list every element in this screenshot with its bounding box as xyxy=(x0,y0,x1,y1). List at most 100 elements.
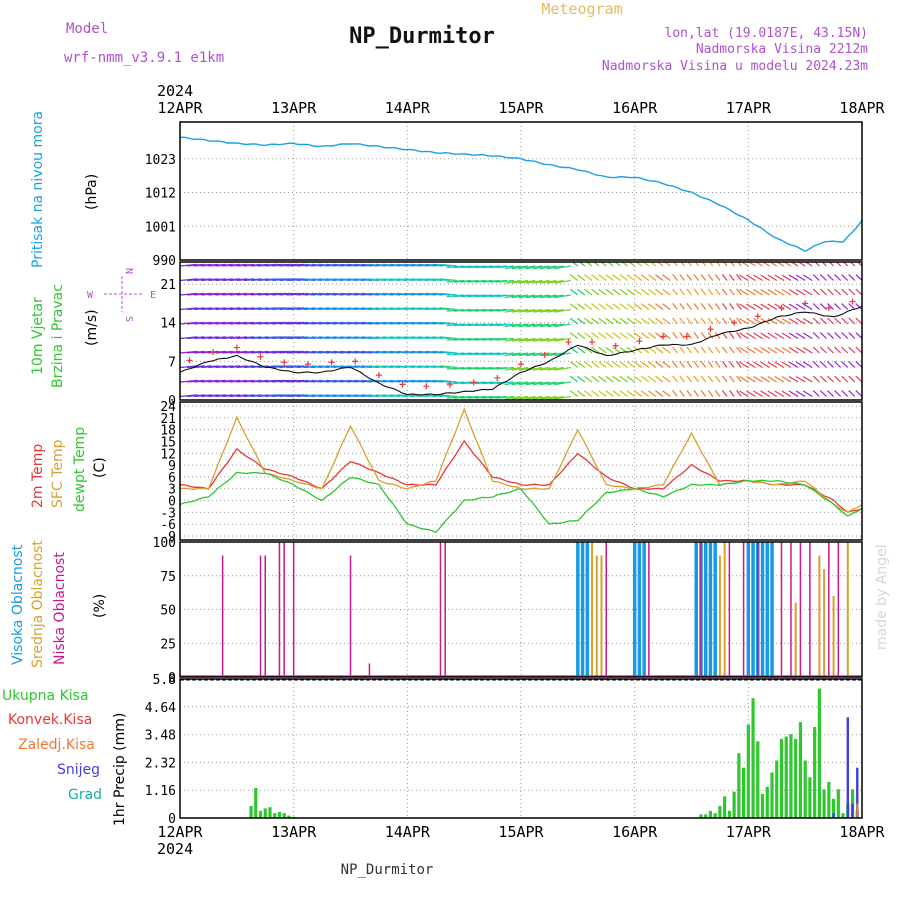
wind-barb xyxy=(453,308,472,312)
wind-barb xyxy=(311,307,330,311)
wind-barb xyxy=(841,288,849,296)
wind-barb xyxy=(605,274,614,281)
wind-barb xyxy=(468,352,486,356)
wind-barb xyxy=(375,292,394,296)
wind-barb xyxy=(753,332,763,340)
wind-barb xyxy=(504,265,522,270)
wind-barb xyxy=(194,278,212,282)
wind-barb xyxy=(368,379,387,383)
wind-barb xyxy=(855,361,862,368)
wind-barb xyxy=(827,346,834,354)
wind-barb xyxy=(605,346,614,354)
wind-barb xyxy=(728,390,735,397)
pressure-title: Pritisak na nivou mora xyxy=(30,111,46,268)
wind-barb xyxy=(569,332,579,339)
wind-barb xyxy=(504,366,522,371)
wind-barb xyxy=(511,366,529,371)
wind-barb xyxy=(208,292,226,296)
rain-bar xyxy=(254,788,258,818)
wind-barb xyxy=(489,337,507,341)
wind-barb xyxy=(812,317,820,325)
wind-barb xyxy=(187,263,205,267)
precip-tick-label: 2.32 xyxy=(145,756,176,771)
wind-barb xyxy=(716,262,721,267)
wind-barb xyxy=(496,308,514,312)
wind-barb xyxy=(760,376,770,383)
wind-barb xyxy=(736,346,742,354)
wind-barb xyxy=(318,263,337,267)
wind-barb xyxy=(584,274,593,281)
wind-barb xyxy=(679,303,685,310)
wind-barb xyxy=(578,262,586,267)
wind-barb xyxy=(819,274,827,281)
wind-barb xyxy=(194,321,212,325)
wind-barb xyxy=(827,361,834,368)
wind-barb xyxy=(736,317,742,325)
pressure-line xyxy=(180,136,863,253)
wind-barb xyxy=(736,303,742,310)
wind-barb xyxy=(540,308,557,313)
wind-tick-label: 14 xyxy=(160,317,176,332)
wind-barb xyxy=(304,336,323,340)
footer-station: NP_Durmitor xyxy=(341,862,434,878)
wind-barb xyxy=(411,292,429,296)
wind-barb xyxy=(633,332,643,339)
wind-barb xyxy=(297,350,316,354)
wind-barb xyxy=(290,278,308,282)
wind-barb xyxy=(855,332,862,339)
wind-barb xyxy=(396,321,415,325)
cloud-title-2: Srednja Oblacnost xyxy=(30,540,46,668)
wind-barb xyxy=(304,394,323,398)
wind-barb xyxy=(297,278,316,282)
temp-panel-frame xyxy=(179,401,863,541)
wind-barb xyxy=(215,278,233,282)
wind-barb xyxy=(672,317,678,325)
wind-barb xyxy=(304,263,323,267)
wind-barb xyxy=(368,263,387,267)
wind-barb xyxy=(547,279,564,284)
wind-barb xyxy=(325,307,344,311)
wind-barb xyxy=(591,332,600,339)
wind-barb xyxy=(672,303,678,310)
wind-barb xyxy=(768,262,778,267)
wind-barb xyxy=(311,336,330,340)
wind-barb xyxy=(781,347,792,354)
wind-gust-marker xyxy=(352,358,359,365)
wind-barb xyxy=(304,292,323,296)
wind-barb xyxy=(180,278,198,282)
wind-barb xyxy=(325,365,344,369)
wind-gust-marker xyxy=(328,359,335,366)
freezing-rain-bar xyxy=(856,803,859,818)
wind-barb xyxy=(482,366,500,370)
wind-barb xyxy=(411,321,429,325)
cloud-title-1: Visoka Oblacnost xyxy=(10,544,26,665)
wind-barb xyxy=(598,303,607,310)
wind-barb xyxy=(746,376,756,383)
wind-barb xyxy=(290,307,308,311)
rain-bar xyxy=(827,782,831,818)
wind-barb xyxy=(439,394,458,398)
wind-barb xyxy=(389,263,408,267)
wind-barb xyxy=(605,303,614,310)
wind-barb xyxy=(554,294,571,299)
wind-barb xyxy=(382,394,401,398)
wind-barb xyxy=(819,346,827,354)
precip-tick-label: 4.64 xyxy=(145,701,176,716)
wind-barb xyxy=(504,279,522,284)
wind-barb xyxy=(215,350,233,354)
wind-barb xyxy=(215,321,233,325)
wind-barb xyxy=(848,346,856,354)
wind-barb xyxy=(721,346,728,354)
wind-barb xyxy=(781,318,792,325)
wind-gust-marker xyxy=(565,339,572,346)
wind-barb xyxy=(686,317,692,325)
wind-barb xyxy=(612,303,621,310)
wind-barb xyxy=(404,292,422,296)
wind-barb xyxy=(368,350,387,354)
wind-barb xyxy=(554,395,571,400)
wind-barb xyxy=(468,294,486,298)
wind-barb xyxy=(662,390,671,397)
wind-barb xyxy=(215,292,233,296)
wind-barb xyxy=(655,375,664,383)
wind-barb xyxy=(180,394,198,398)
